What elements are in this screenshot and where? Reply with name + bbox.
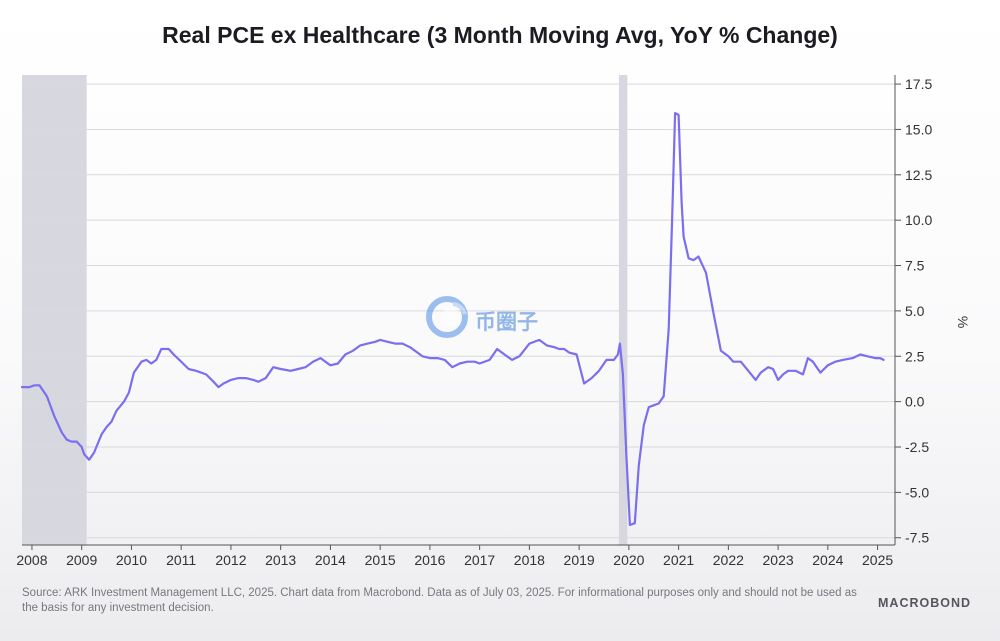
- x-tick-label: 2008: [16, 552, 47, 568]
- y-tick-label: 2.5: [905, 348, 925, 364]
- y-axis-unit-label: %: [955, 316, 971, 328]
- source-note: Source: ARK Investment Management LLC, 2…: [22, 587, 857, 614]
- watermark: 币圈子: [425, 292, 575, 342]
- recession-band-1: [618, 75, 628, 545]
- y-tick-label: 15.0: [905, 121, 932, 137]
- x-tick-label: 2018: [514, 552, 545, 568]
- watermark-text: 币圈子: [475, 311, 538, 334]
- brand-logo: MACROBOND: [878, 596, 972, 610]
- x-tick-label: 2020: [613, 552, 644, 568]
- y-tick-label: 12.5: [905, 167, 932, 183]
- x-tick-label: 2023: [763, 552, 794, 568]
- x-tick-label: 2019: [564, 552, 595, 568]
- x-tick-label: 2014: [315, 552, 346, 568]
- x-tick-label: 2009: [66, 552, 97, 568]
- y-tick-label: 0.0: [905, 394, 925, 410]
- x-tick-label: 2010: [116, 552, 147, 568]
- y-tick-label: -7.5: [905, 530, 929, 546]
- recession-band-0: [22, 75, 87, 545]
- x-tick-label: 2013: [265, 552, 296, 568]
- x-tick-label: 2011: [166, 552, 196, 568]
- series-layer: [20, 111, 885, 527]
- x-tick-label: 2015: [365, 552, 396, 568]
- x-axis-ticks: 2008 2009 2010 2011 2012 2013 2014 2015 2016 2017…: [16, 544, 895, 568]
- y-tick-label: 7.5: [905, 258, 925, 274]
- y-axis-ticks: -7.5 -5.0 -2.5 0.0 2.5 5.0 7.5 10.0 12.5 15.0 17.5: [894, 75, 932, 546]
- chart-title: Real PCE ex Healthcare (3 Month Moving A…: [162, 22, 838, 48]
- gridlines: [22, 83, 895, 539]
- y-tick-label: 17.5: [905, 76, 932, 92]
- x-tick-label: 2017: [464, 552, 495, 568]
- recession-shading: [22, 75, 628, 545]
- x-tick-label: 2021: [663, 552, 694, 568]
- y-tick-label: -2.5: [905, 439, 929, 455]
- x-tick-label: 2022: [713, 552, 744, 568]
- series-line-0: [20, 111, 885, 527]
- x-tick-label: 2025: [862, 552, 893, 568]
- y-tick-label: 10.0: [905, 212, 932, 228]
- y-tick-label: 5.0: [905, 303, 925, 319]
- watermark-logo-icon: [426, 296, 468, 338]
- y-tick-label: -5.0: [905, 484, 929, 500]
- x-tick-label: 2024: [812, 552, 843, 568]
- x-tick-label: 2012: [215, 552, 246, 568]
- x-tick-label: 2016: [414, 552, 445, 568]
